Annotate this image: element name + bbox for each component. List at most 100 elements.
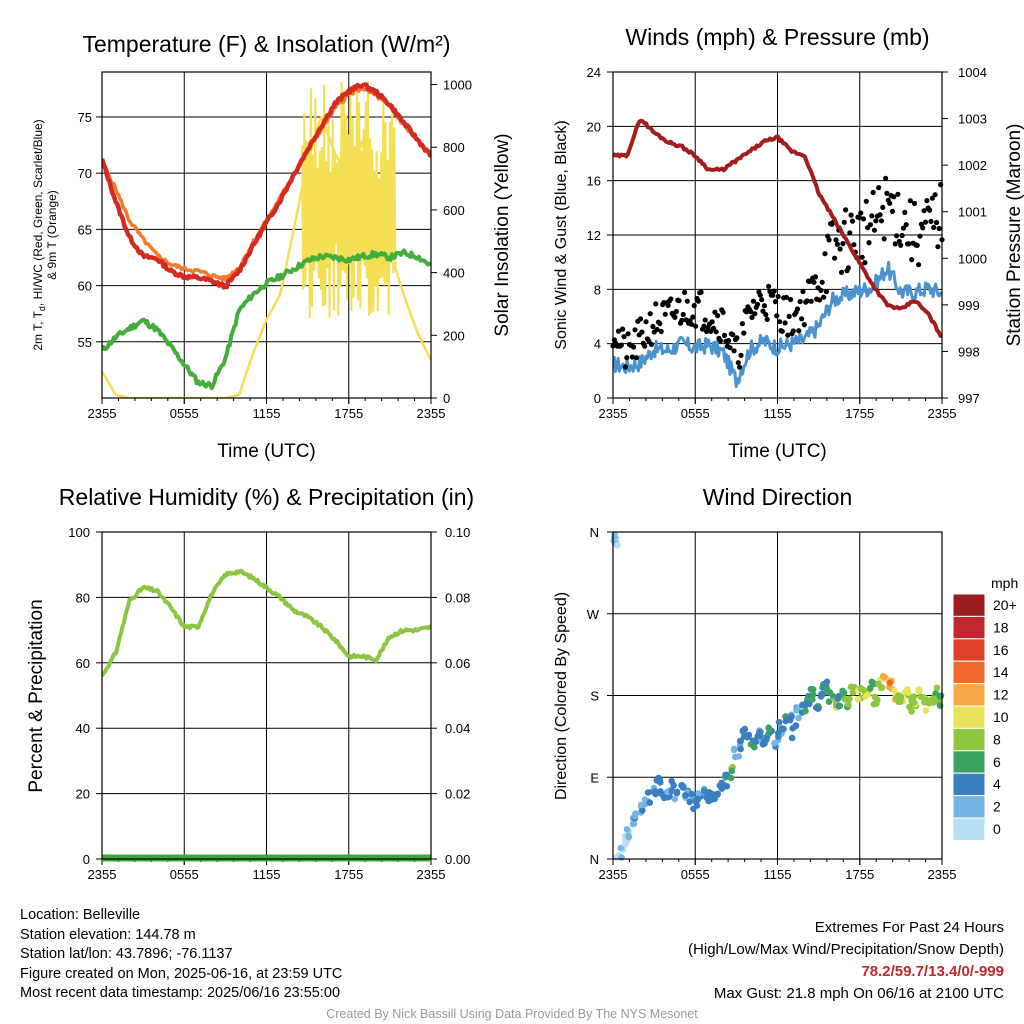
gust-point	[816, 297, 823, 303]
wind-direction-point	[775, 719, 783, 726]
wind-direction-point	[795, 714, 802, 722]
wind-direction-point	[809, 686, 817, 693]
gust-point	[819, 279, 825, 285]
y-tick-label: E	[590, 770, 599, 785]
insolation-spikes	[301, 80, 397, 319]
wind-direction-point	[891, 687, 898, 694]
gust-point	[929, 195, 936, 201]
gust-point	[881, 236, 887, 242]
x-tick-label: 2355	[928, 867, 957, 882]
gust-point	[895, 191, 901, 197]
gust-point	[870, 189, 876, 196]
wind-direction-point	[737, 737, 744, 745]
extremes-panel: Extremes For Past 24 Hours (High/Low/Max…	[688, 917, 1004, 1005]
gust-point	[625, 331, 631, 337]
wind-direction-point	[809, 696, 816, 703]
gust-point	[738, 352, 744, 358]
y2-tick-label: 0.08	[445, 590, 470, 605]
colorbar-label: 4	[993, 776, 1001, 792]
gust-point	[643, 319, 649, 325]
station-elevation: Station elevation: 144.78 m	[20, 926, 196, 943]
gust-point	[876, 185, 882, 191]
gust-point	[823, 289, 830, 295]
gust-point	[710, 325, 717, 331]
wind-direction-point	[873, 700, 880, 707]
colorbar-label: 8	[993, 731, 1001, 747]
wind-direction-point	[836, 702, 844, 710]
x-axis-label: Time (UTC)	[217, 441, 316, 462]
wind-direction-point	[671, 795, 679, 803]
wind-direction-point	[731, 745, 738, 753]
gust-point	[889, 208, 896, 214]
wind-direction-point	[875, 680, 882, 688]
x-tick-label: 2355	[88, 867, 117, 882]
wind-direction-point	[723, 783, 731, 790]
wind-direction-point	[840, 689, 848, 697]
panel-2-grid	[96, 531, 437, 865]
humidity-line	[102, 568, 431, 677]
colorbar-label: 20+	[993, 597, 1017, 613]
chart-title: Relative Humidity (%) & Precipitation (i…	[59, 484, 474, 510]
y-axis-label: Sonic Wind & Gust (Blue, Black)	[553, 120, 570, 349]
colorbar-label: 6	[993, 754, 1001, 770]
gust-point	[914, 242, 920, 248]
y-tick-label: 0	[83, 852, 90, 867]
y-tick-label: 12	[587, 228, 601, 243]
gust-point	[906, 241, 912, 247]
colorbar-swatch	[952, 660, 986, 685]
gust-point	[818, 287, 824, 293]
y-tick-label: W	[587, 607, 600, 622]
x-tick-label: 1155	[764, 406, 792, 421]
gust-point	[721, 332, 728, 338]
y2-tick-label: 999	[958, 298, 980, 313]
y-tick-label: 60	[78, 279, 92, 294]
colorbar-swatch	[952, 795, 986, 819]
y-axis-label-line: & 9m T (Orange)	[45, 190, 59, 280]
gust-point	[709, 319, 715, 325]
y2-axis-label: Solar Insolation (Yellow)	[492, 133, 513, 336]
wind-direction-point	[792, 722, 800, 729]
colorbar-label: 14	[993, 664, 1009, 680]
chart-title: Wind Direction	[703, 484, 853, 510]
gust-point	[698, 289, 704, 295]
wind-direction-point	[915, 686, 923, 693]
gust-point	[731, 348, 737, 354]
wind-direction-point	[614, 542, 621, 549]
x-tick-label: 0555	[170, 867, 199, 882]
gust-point	[804, 298, 810, 304]
gust-point	[869, 213, 875, 219]
gust-point	[909, 257, 915, 263]
gust-point	[863, 198, 869, 204]
gust-point	[637, 316, 644, 322]
wind-direction-point	[825, 698, 833, 705]
gust-point	[752, 311, 758, 317]
gust-point	[894, 233, 900, 239]
wind-direction-point	[896, 698, 904, 705]
gust-point	[860, 216, 867, 222]
colorbar-label: 16	[993, 642, 1009, 658]
gust-point	[665, 302, 671, 308]
wind-direction-point	[670, 782, 677, 789]
y2-tick-label: 800	[443, 140, 465, 155]
gust-point	[622, 364, 629, 370]
y-tick-label: 100	[68, 525, 90, 540]
wind-direction-point	[693, 795, 701, 803]
y-axis-label: 2m T, Td, HI/WC (Red, Green, Scarlet/Blu…	[31, 119, 59, 350]
gust-point	[922, 219, 929, 225]
gust-point	[821, 294, 827, 300]
x-tick-label: 0555	[681, 406, 710, 421]
gust-point	[927, 207, 933, 213]
y2-tick-label: 0.06	[445, 656, 470, 671]
wind-direction-point	[846, 695, 853, 703]
gust-point	[770, 292, 776, 298]
gust-point	[907, 198, 913, 204]
wind-direction-point	[617, 844, 625, 852]
gust-point	[662, 311, 668, 317]
x-tick-label: 2355	[599, 406, 628, 421]
y-tick-label: 16	[587, 174, 601, 189]
gust-point	[834, 241, 841, 247]
x-tick-label: 2355	[417, 867, 446, 882]
colorbar-swatch	[952, 705, 986, 729]
wind-direction-point	[868, 678, 876, 686]
y-tick-label: 24	[587, 65, 601, 80]
